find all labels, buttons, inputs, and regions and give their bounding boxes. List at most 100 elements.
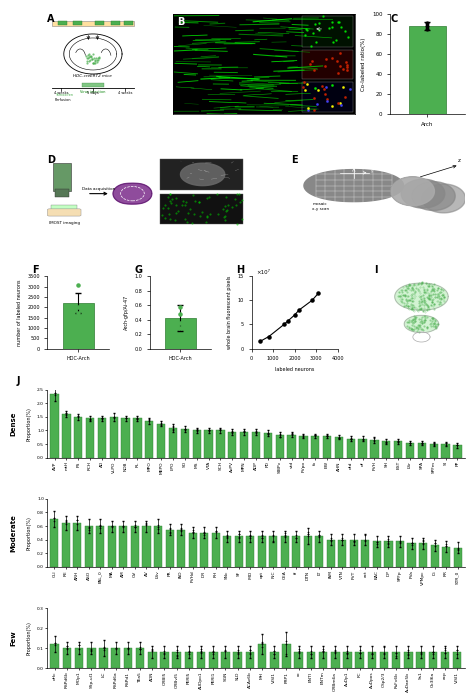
Point [362,530,369,541]
Point [98,413,106,425]
Bar [292,537,301,567]
Point [212,526,219,537]
Bar [165,318,196,349]
Point [316,532,323,543]
Point [234,647,241,658]
Point [51,389,58,400]
Y-axis label: whole brain fluorescent pixels: whole brain fluorescent pixels [227,276,232,349]
Point [235,529,243,540]
Point [137,643,144,654]
Point [63,640,71,651]
Bar [197,652,205,668]
Point [205,425,212,436]
Bar [73,523,82,567]
Point [63,644,71,655]
Bar [453,445,462,458]
Point [212,527,219,538]
Point [429,646,437,657]
Y-axis label: Proportion(%): Proportion(%) [27,516,31,550]
Point [308,295,316,306]
Bar [211,533,219,567]
Point [134,412,141,423]
Bar [121,418,130,458]
Point [371,435,378,446]
Point [73,514,81,525]
Point [316,530,323,541]
Point [356,647,364,658]
Bar [275,434,284,458]
Bar [143,526,151,567]
Point [362,535,369,546]
Bar [173,652,181,668]
Bar [396,541,404,567]
Bar [177,530,185,567]
Point [344,647,351,658]
Point [223,529,231,540]
Point [292,530,300,541]
Point [380,647,388,658]
Point [423,24,431,35]
Point [148,643,156,654]
Bar [63,648,71,668]
Point [431,537,438,548]
Point [181,425,189,436]
Point [300,430,307,441]
Point [350,537,358,548]
Point [222,644,229,656]
Point [276,431,283,442]
Point [276,428,283,439]
Bar [335,437,343,458]
Bar [54,163,71,191]
Point [431,541,438,552]
Bar [281,537,289,567]
Bar [181,429,189,458]
Text: F: F [32,264,39,275]
Bar [111,648,120,668]
Bar [416,652,425,668]
Point [51,387,58,398]
Bar [228,432,237,458]
Point [228,427,236,438]
Point [246,531,254,542]
Point [304,530,311,541]
Point [323,430,331,441]
Bar [96,526,104,567]
Point [205,426,212,437]
Point [276,429,283,440]
Point [88,644,95,655]
Point [344,647,351,658]
Bar [111,22,120,26]
Point [283,648,290,659]
Point [441,642,449,654]
Text: Tamoxifen: Tamoxifen [55,93,73,97]
Point [217,424,224,435]
Point [201,527,208,538]
Point [51,638,58,649]
Text: HDC-creERT2 mice: HDC-creERT2 mice [73,74,112,78]
Bar [429,444,438,458]
Point [283,638,290,649]
Point [51,640,58,651]
Point [112,644,119,655]
Point [173,646,181,657]
Point [368,649,375,660]
Point [112,642,119,654]
Point [385,538,392,549]
Bar [74,417,82,458]
Point [344,648,351,659]
Bar [392,652,401,668]
Bar [108,526,116,567]
FancyBboxPatch shape [47,209,81,216]
Point [258,532,265,543]
Bar [58,22,67,26]
Point [335,432,343,443]
Point [368,648,375,659]
Point [193,425,201,436]
Point [442,539,450,550]
Point [441,644,449,656]
Point [223,531,231,542]
Point [335,432,343,443]
Point [454,544,461,555]
Point [154,521,162,532]
Point [108,521,116,532]
